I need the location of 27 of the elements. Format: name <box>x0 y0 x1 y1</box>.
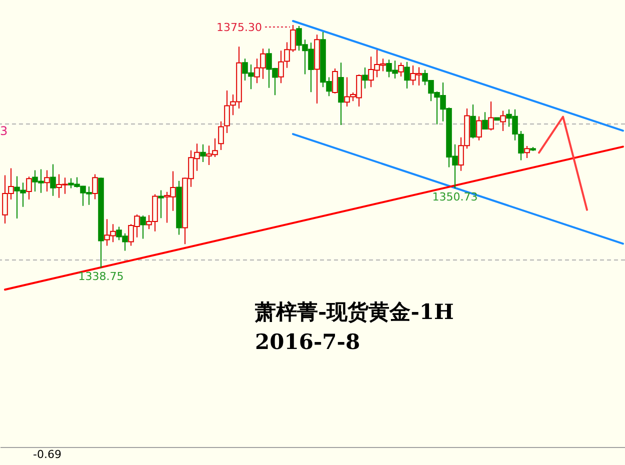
text: 萧梓菁-现货黄金-1H <box>254 299 454 324</box>
annotation: 1338.75 <box>78 270 124 283</box>
candlestick <box>482 112 488 130</box>
candlestick <box>524 146 530 158</box>
annotation: 3 <box>0 124 8 138</box>
candlestick <box>476 116 482 141</box>
candlestick <box>44 170 50 192</box>
candlestick <box>140 214 146 240</box>
candlestick <box>470 104 476 139</box>
candlestick <box>218 120 224 150</box>
candlestick <box>50 164 56 196</box>
candlestick <box>200 144 206 162</box>
candlestick <box>398 62 404 78</box>
candlestick <box>92 174 98 200</box>
candlestick <box>158 190 164 219</box>
candlestick <box>500 110 506 132</box>
candlestick <box>362 67 368 89</box>
text: 2016-7-8 <box>255 329 360 354</box>
candlestick <box>488 100 494 131</box>
candlestick <box>224 90 230 134</box>
annotation: 1375.30 <box>216 21 262 34</box>
candlestick <box>332 68 338 94</box>
candlestick <box>26 176 32 200</box>
text: -0.69 <box>33 448 62 461</box>
candlestick <box>278 50 284 84</box>
candlestick <box>404 61 410 89</box>
annotation: 1350.73 <box>432 190 478 204</box>
